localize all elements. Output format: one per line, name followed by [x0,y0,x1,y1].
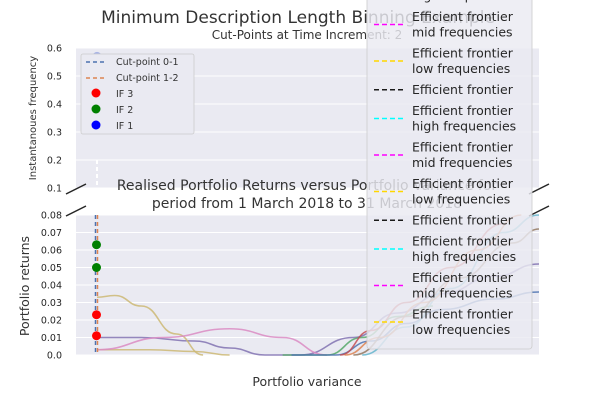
top-legend: Cut-point 0-1 Cut-point 1-2 IF 3 IF 2 IF… [80,53,195,135]
bottom-legend-label-2: Efficient frontier low frequencies [412,46,514,77]
point-if3-2 [92,310,101,320]
top-y-tick-label: 0.1 [47,184,62,195]
bottom-legend-label-4: Efficient frontier high frequencies [412,103,516,134]
legend-if1-marker [91,120,101,130]
top-y-tick-label: 0.3 [47,128,62,139]
top-y-tick-label: 0.5 [47,72,62,83]
bottom-y-tick-label: 0.07 [41,228,62,239]
bottom-legend-label-8: Efficient frontier high frequencies [412,234,516,265]
bottom-legend-box [366,0,533,350]
bottom-legend-label-0: high frequencies [412,0,516,3]
legend-if1-label: IF 1 [116,121,133,132]
point-if3-3 [92,331,101,341]
legend-if2-label: IF 2 [116,105,133,116]
bottom-legend-label-1: Efficient frontier mid frequencies [412,9,514,40]
legend-if3-marker [91,88,101,98]
top-y-tick-label: 0.4 [47,100,62,111]
bottom-y-tick-label: 0.08 [41,211,62,222]
bottom-legend-label-3: Efficient frontier [412,82,514,97]
bottom-y-tick-label: 0.03 [41,298,62,309]
subtitle: Cut-Points at Time Increment: 2 [212,28,403,42]
axis-break-mark-left-lower [65,205,87,217]
bottom-y-tick-label: 0.01 [41,333,62,344]
bottom-legend-label-10: Efficient frontier low frequencies [412,307,514,338]
bottom-legend-label-9: Efficient frontier mid frequencies [412,270,514,301]
bottom-y-tick-label: 0.0 [47,351,62,362]
legend-cut-point-1-2-label: Cut-point 1-2 [116,73,179,84]
bottom-y-tick-label: 0.06 [41,246,62,257]
top-legend-box [80,53,195,135]
bottom-legend-label-5: Efficient frontier mid frequencies [412,140,514,171]
frontier-curve-3 [96,327,327,356]
axis-break-mark-left [65,183,87,195]
point-if2-0 [92,240,101,250]
x-axis-label: Portfolio variance [252,374,362,389]
bottom-y-axis-label: Portfolio returns [17,236,32,336]
legend-if2-marker [91,104,101,114]
bottom-y-tick-label: 0.05 [41,263,62,274]
bottom-y-tick-label: 0.04 [41,281,62,292]
top-y-tick-label: 0.2 [47,156,62,167]
frontier-curve-2 [97,348,230,356]
top-y-tick-label: 0.6 [47,44,62,55]
frontier-curve-1 [96,294,204,356]
top-y-axis-label: Instantanoues frequency [28,56,39,181]
bottom-y-tick-label: 0.02 [41,316,62,327]
legend-cut-point-0-1-label: Cut-point 0-1 [116,57,179,68]
bottom-legend-label-6: Efficient frontier low frequencies [412,176,514,207]
bottom-legend-label-7: Efficient frontier [412,213,514,228]
legend-if3-label: IF 3 [116,89,133,100]
point-if2-1 [92,263,101,272]
